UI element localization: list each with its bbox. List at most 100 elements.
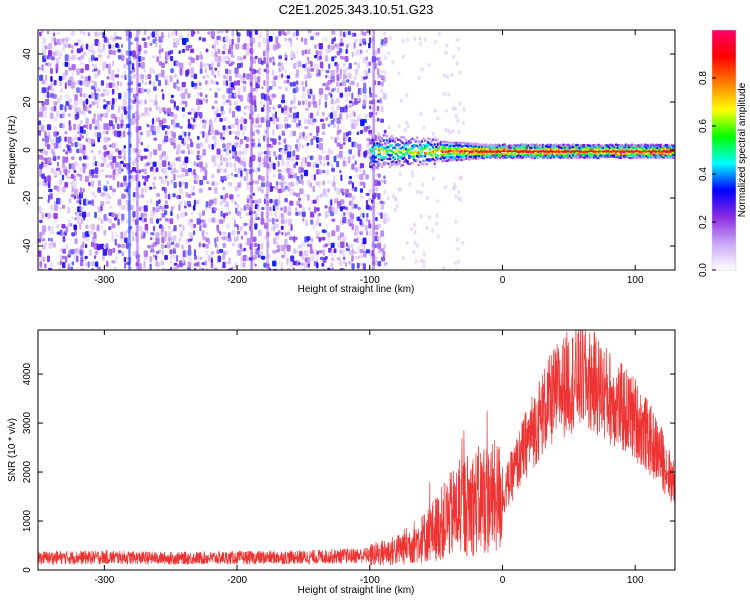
spectrogram-noise-cell bbox=[202, 210, 205, 216]
spectrogram-noise-cell bbox=[240, 57, 244, 61]
spectrogram-noise-cell bbox=[366, 125, 371, 130]
spectrogram-noise-cell bbox=[152, 161, 157, 167]
spectrogram-noise-cell bbox=[362, 99, 367, 106]
spectrogram-noise-cell bbox=[458, 70, 462, 75]
spectrogram-noise-cell bbox=[87, 261, 90, 268]
spectrogram-noise-cell bbox=[228, 107, 232, 114]
spectrogram-noise-cell bbox=[39, 266, 43, 270]
spectrogram-noise-cell bbox=[277, 62, 282, 67]
spectrogram-signal-cell bbox=[417, 163, 420, 167]
spectrogram-noise-cell bbox=[71, 104, 75, 109]
spectrogram-noise-cell bbox=[359, 195, 364, 199]
spectrogram-noise-cell bbox=[205, 48, 209, 53]
spectrogram-noise-cell bbox=[369, 92, 373, 98]
spectrogram-noise-cell bbox=[83, 124, 87, 128]
spectrogram-noise-cell bbox=[56, 110, 60, 117]
spectrogram-noise-cell bbox=[257, 186, 262, 191]
spectrogram-noise-cell bbox=[141, 267, 146, 270]
spectrogram-noise-cell bbox=[330, 199, 333, 206]
spectrogram-noise-cell bbox=[44, 176, 47, 183]
spectrogram-noise-cell bbox=[315, 230, 320, 237]
spectrogram-noise-cell bbox=[290, 255, 295, 262]
spectrogram-noise-cell bbox=[102, 61, 107, 69]
snr-x-label: Height of straight line (km) bbox=[298, 585, 415, 596]
spectrogram-noise-cell bbox=[53, 169, 59, 177]
spectrogram-noise-cell bbox=[202, 37, 206, 42]
spectrogram-noise-cell bbox=[205, 243, 209, 249]
spectrogram-noise-cell bbox=[348, 261, 352, 265]
spectrogram-noise-cell bbox=[166, 218, 171, 223]
spectrogram-noise-cell bbox=[178, 181, 182, 188]
spectrogram-noise-cell bbox=[318, 70, 321, 77]
spectrogram-noise-cell bbox=[146, 174, 150, 179]
spectrogram-noise-cell bbox=[234, 167, 237, 173]
spectrogram-noise-cell bbox=[86, 132, 89, 139]
spectrogram-noise-cell bbox=[144, 88, 148, 92]
spectrogram-noise-cell bbox=[278, 30, 282, 37]
spectrogram-noise-cell bbox=[112, 247, 116, 253]
spectrogram-noise-cell bbox=[111, 70, 115, 77]
spectrogram-noise-cell bbox=[239, 95, 244, 102]
spectrogram-noise-cell bbox=[213, 44, 217, 51]
spectrogram-noise-cell bbox=[123, 150, 126, 157]
spectrogram-noise-cell bbox=[97, 187, 102, 193]
spectrogram-noise-cell bbox=[49, 193, 53, 200]
spectrogram-signal-cell bbox=[409, 141, 412, 144]
spectrogram-noise-cell bbox=[81, 42, 84, 49]
spectrogram-noise-cell bbox=[73, 188, 78, 196]
spectrogram-noise-cell bbox=[164, 130, 168, 135]
spectrogram-noise-cell bbox=[59, 198, 62, 205]
spectrogram-noise-cell bbox=[231, 266, 234, 270]
spectrogram-signal-cell bbox=[431, 150, 435, 153]
spectrogram-noise-cell bbox=[302, 211, 306, 218]
spectrogram-noise-cell bbox=[178, 135, 183, 140]
spectrogram-noise-cell bbox=[402, 55, 405, 59]
spectrogram-noise-cell bbox=[111, 212, 115, 218]
spectrogram-noise-cell bbox=[73, 80, 77, 86]
spectrogram-noise-cell bbox=[117, 49, 121, 53]
spectrogram-noise-cell bbox=[220, 210, 223, 217]
spectrogram-noise-cell bbox=[219, 219, 224, 224]
spectrogram-noise-cell bbox=[146, 148, 149, 152]
spectrogram-noise-cell bbox=[362, 87, 367, 94]
spectrogram-noise-cell bbox=[187, 193, 192, 198]
spectrogram-noise-cell bbox=[198, 267, 203, 270]
spectrogram-noise-cell bbox=[105, 163, 110, 169]
spectrogram-noise-cell bbox=[105, 200, 111, 205]
spectrogram-noise-cell bbox=[118, 92, 122, 100]
spectrogram-noise-cell bbox=[149, 186, 153, 190]
spectrogram-signal-cell bbox=[382, 151, 385, 155]
spectrogram-noise-cell bbox=[447, 92, 451, 97]
spectrogram-noise-cell bbox=[342, 156, 346, 161]
spectrogram-noise-cell bbox=[354, 68, 358, 76]
spectrogram-noise-cell bbox=[108, 226, 112, 231]
spectrogram-noise-cell bbox=[368, 61, 372, 66]
spectrogram-noise-cell bbox=[74, 94, 78, 101]
spectrogram-noise-cell bbox=[93, 81, 97, 89]
spectrogram-noise-cell bbox=[342, 256, 346, 260]
spectrogram-noise-cell bbox=[289, 37, 292, 44]
spectrogram-noise-cell bbox=[64, 136, 67, 142]
spectrogram-noise-cell bbox=[377, 105, 380, 112]
spectrogram-noise-cell bbox=[281, 107, 284, 114]
spectrogram-noise-cell bbox=[143, 50, 148, 54]
spectrogram-noise-cell bbox=[97, 150, 102, 155]
spectrogram-noise-cell bbox=[347, 30, 351, 36]
spectrogram-noise-cell bbox=[90, 80, 95, 84]
spectrogram-noise-cell bbox=[192, 118, 196, 123]
spectrogram-noise-cell bbox=[254, 55, 258, 60]
spectrogram-noise-cell bbox=[102, 130, 106, 135]
spectrogram-noise-cell bbox=[331, 38, 334, 45]
spectrogram-noise-cell bbox=[289, 107, 292, 114]
spectrogram-noise-cell bbox=[146, 124, 150, 128]
spectrogram-noise-cell bbox=[362, 237, 367, 245]
spectrogram-noise-cell bbox=[336, 130, 340, 136]
spectrogram-noise-cell bbox=[187, 68, 190, 75]
spectrogram-noise-cell bbox=[193, 223, 197, 229]
spectrogram-noise-cell bbox=[290, 260, 294, 268]
spectrogram-noise-cell bbox=[254, 124, 258, 129]
spectrogram-noise-cell bbox=[402, 256, 405, 261]
spectrogram-noise-cell bbox=[260, 176, 265, 182]
spectrogram-noise-cell bbox=[219, 231, 222, 236]
